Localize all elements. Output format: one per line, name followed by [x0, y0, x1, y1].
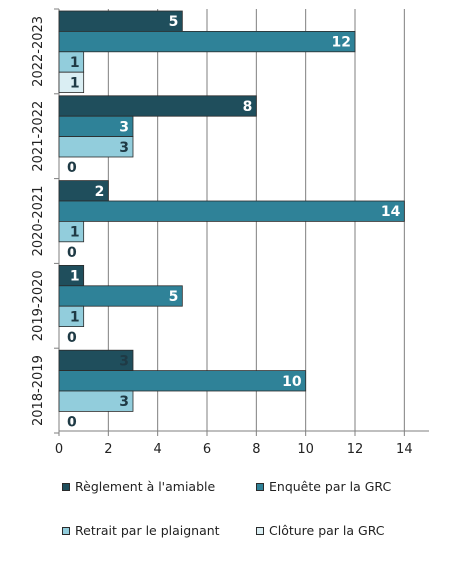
data-label-2022-2023-s1: 12 — [332, 35, 351, 51]
legend-swatch-retrait — [62, 526, 70, 535]
bar-2018-2019-s2 — [58, 390, 134, 412]
data-label-2019-2020-s1: 5 — [169, 289, 179, 305]
bar-2022-2023-s3 — [58, 71, 85, 93]
legend-label-enquete: Enquête par la GRC — [269, 479, 392, 494]
bar-2019-2020-s1 — [58, 285, 183, 307]
x-tick-label-10: 10 — [297, 442, 314, 457]
data-label-2022-2023-s3: 1 — [70, 75, 80, 91]
x-tick-label-12: 12 — [347, 442, 364, 457]
data-label-2020-2021-s3: 0 — [67, 245, 77, 261]
bar-2018-2019-s1 — [58, 370, 307, 392]
data-label-2019-2020-s0: 1 — [70, 269, 80, 285]
x-tick-label-0: 0 — [55, 442, 63, 457]
legend-label-reglement: Règlement à l'amiable — [75, 479, 216, 494]
legend-swatch-enquete — [256, 482, 264, 491]
legend-item-reglement: Règlement à l'amiable — [62, 479, 215, 494]
x-tick-label-14: 14 — [396, 442, 413, 457]
bar-2021-2022-s2 — [58, 136, 134, 158]
legend-swatch-cloture — [256, 526, 264, 535]
data-label-2021-2022-s3: 0 — [67, 160, 77, 176]
data-label-2018-2019-s3: 0 — [67, 415, 77, 431]
x-tick-label-6: 6 — [203, 442, 211, 457]
legend-item-cloture: Clôture par la GRC — [256, 523, 385, 538]
category-label-2020-2021: 2020-2021 — [31, 186, 46, 257]
data-label-2020-2021-s2: 1 — [70, 225, 80, 241]
data-label-2022-2023-s2: 1 — [70, 55, 80, 71]
data-label-2021-2022-s1: 3 — [119, 119, 129, 135]
data-label-2019-2020-s2: 1 — [70, 309, 80, 325]
x-tick-label-4: 4 — [154, 442, 162, 457]
data-label-2018-2019-s2: 3 — [119, 394, 129, 410]
legend-swatch-reglement — [62, 482, 70, 491]
category-label-2022-2023: 2022-2023 — [31, 16, 46, 87]
data-label-2021-2022-s0: 8 — [243, 99, 253, 115]
category-label-2021-2022: 2021-2022 — [31, 101, 46, 172]
x-tick-label-2: 2 — [104, 442, 112, 457]
data-label-2018-2019-s0: 3 — [119, 353, 129, 369]
x-tick-label-8: 8 — [252, 442, 260, 457]
bar-2021-2022-s0 — [58, 95, 257, 117]
data-label-2022-2023-s0: 5 — [169, 14, 179, 30]
category-label-2019-2020: 2019-2020 — [31, 270, 46, 341]
data-label-2018-2019-s1: 10 — [282, 374, 302, 390]
bar-2020-2021-s2 — [58, 220, 85, 243]
bar-2020-2021-s1 — [58, 200, 405, 222]
legend-item-enquete: Enquête par la GRC — [256, 479, 391, 494]
legend-item-retrait: Retrait par le plaignant — [62, 523, 220, 538]
legend-label-retrait: Retrait par le plaignant — [75, 523, 220, 538]
data-label-2021-2022-s2: 3 — [119, 140, 129, 156]
data-label-2019-2020-s3: 0 — [67, 330, 77, 346]
data-label-2020-2021-s0: 2 — [95, 184, 105, 200]
bar-2019-2020-s2 — [58, 305, 85, 328]
data-label-2020-2021-s1: 14 — [381, 204, 401, 220]
bar-2022-2023-s0 — [58, 10, 183, 32]
category-label-2018-2019: 2018-2019 — [31, 355, 46, 426]
bar-2022-2023-s1 — [58, 30, 356, 53]
legend-label-cloture: Clôture par la GRC — [269, 523, 385, 538]
